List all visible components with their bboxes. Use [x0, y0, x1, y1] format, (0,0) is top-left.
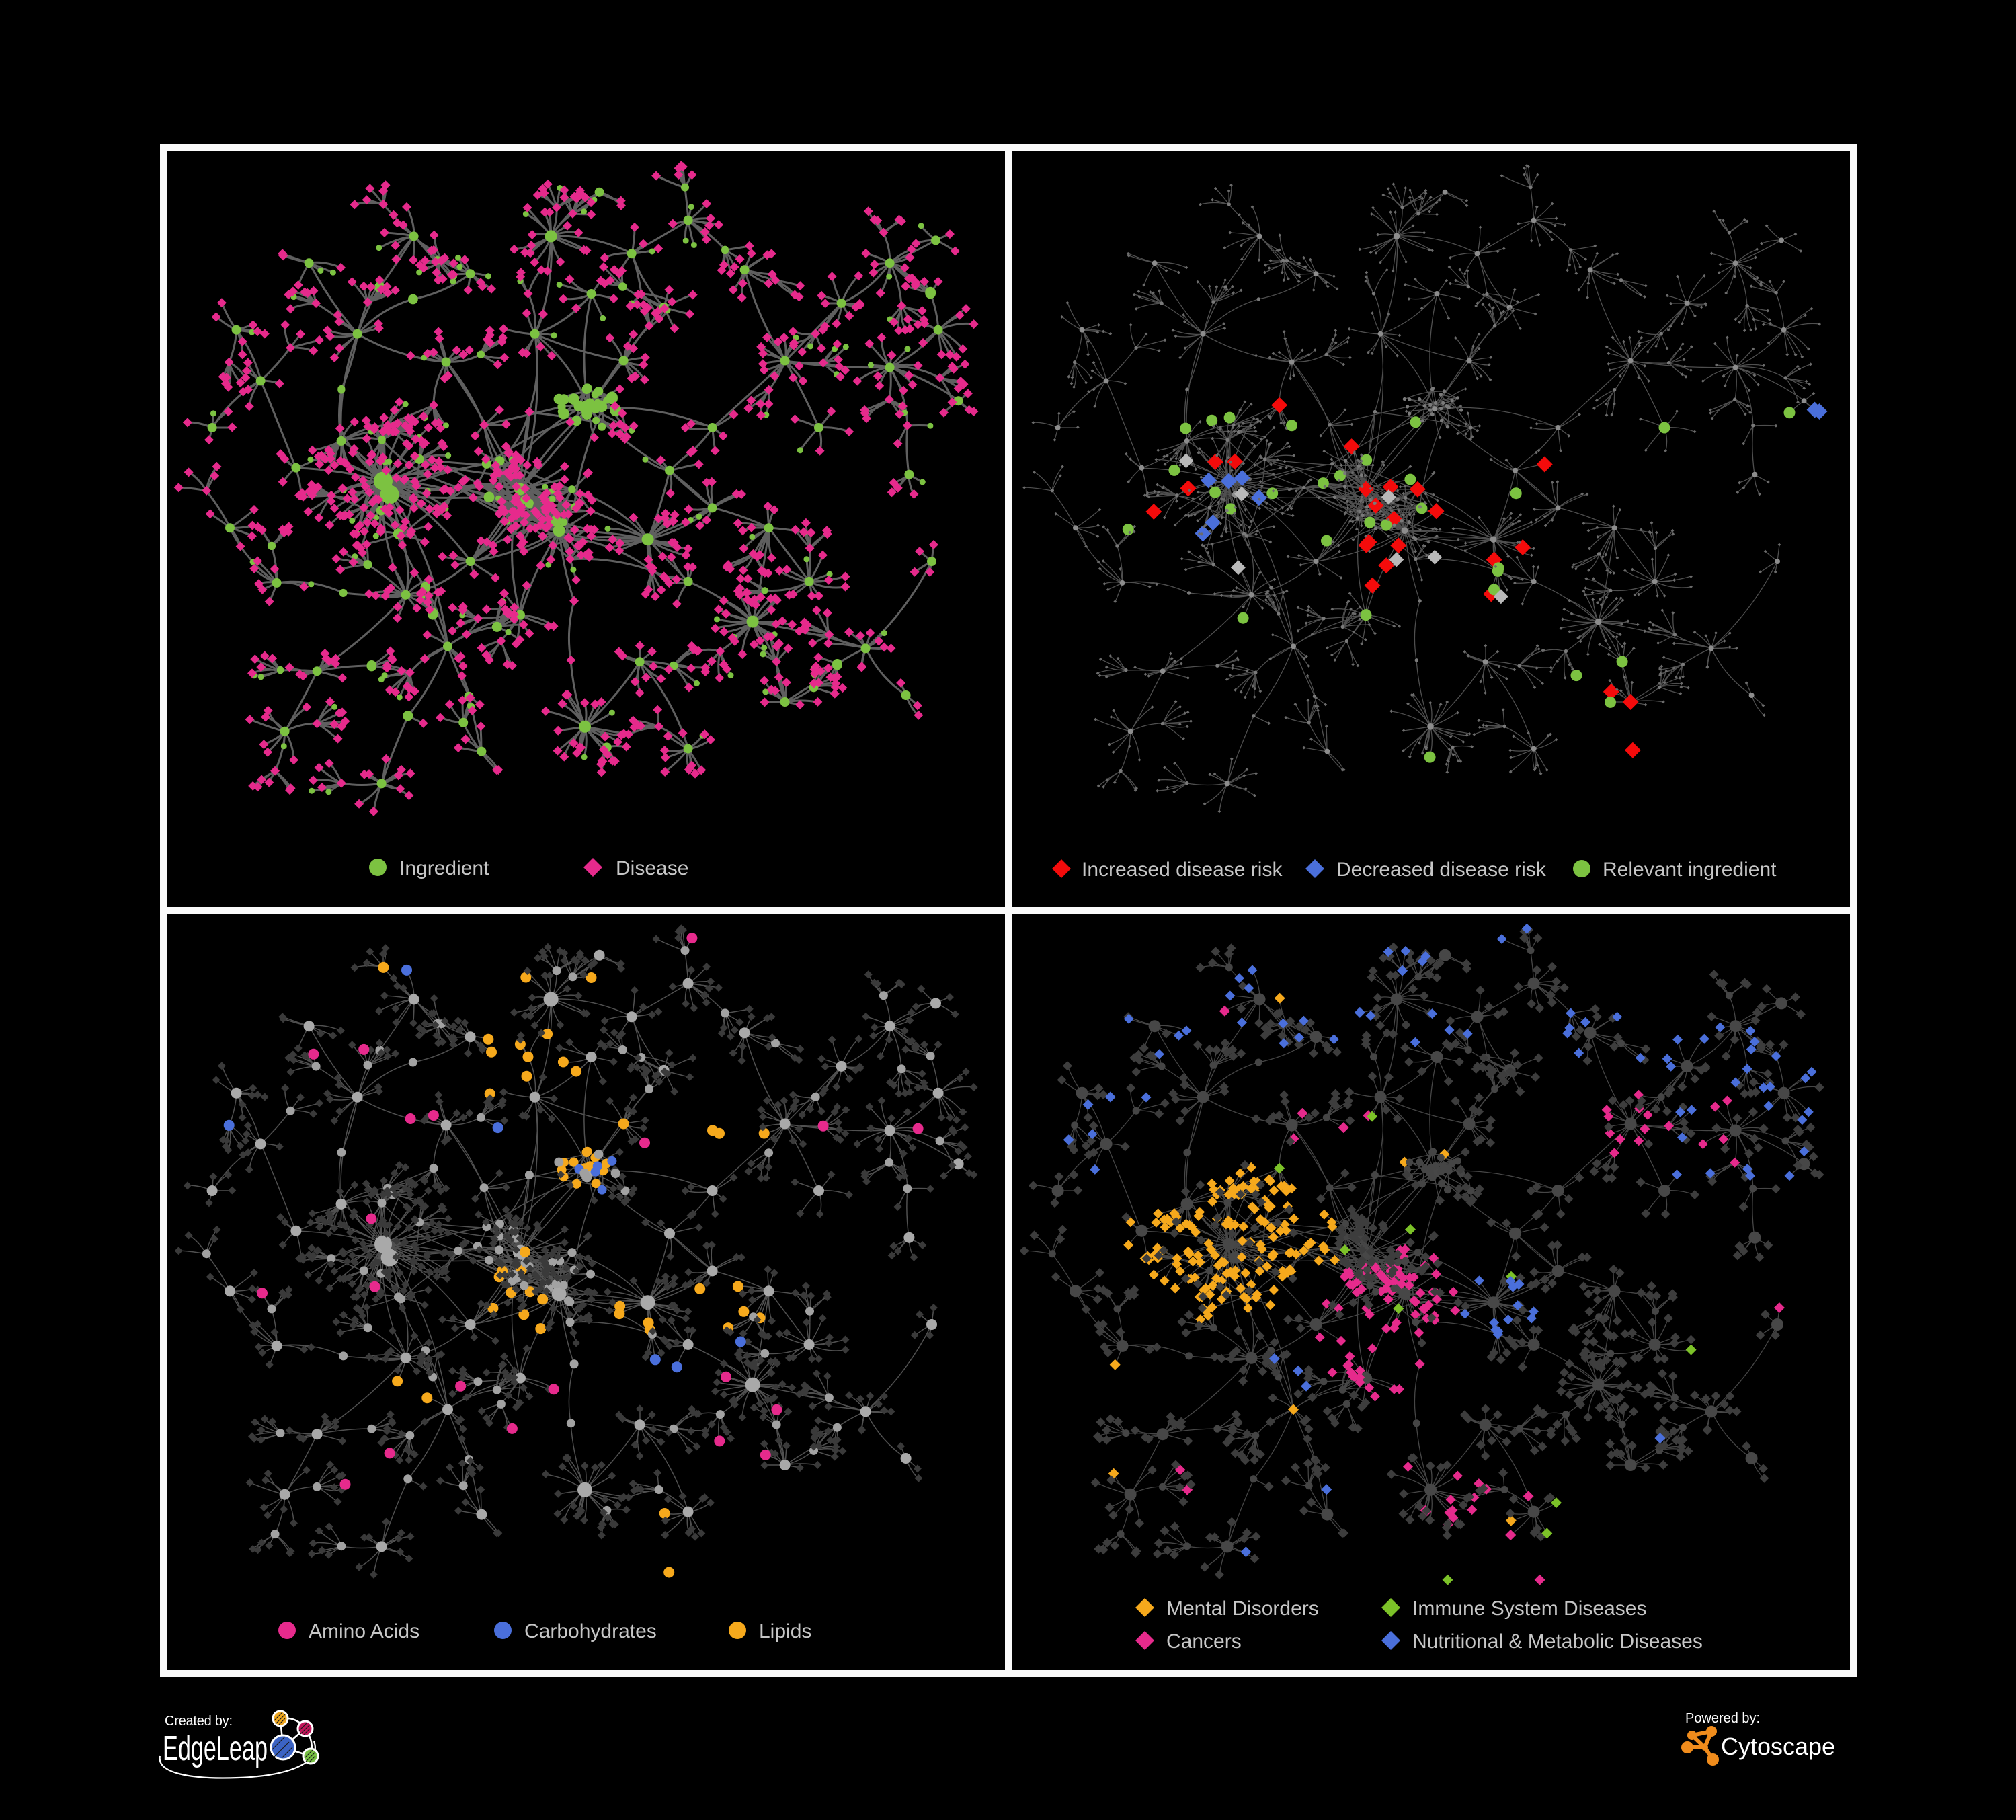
svg-text:EdgeLeap: EdgeLeap — [163, 1729, 268, 1768]
svg-text:Lipids: Lipids — [759, 1620, 811, 1643]
svg-text:Cytoscape: Cytoscape — [1721, 1733, 1835, 1760]
svg-text:Disease: Disease — [616, 857, 688, 879]
svg-text:Created by:: Created by: — [165, 1714, 233, 1729]
svg-text:Powered by:: Powered by: — [1685, 1711, 1760, 1726]
svg-text:Decreased disease risk: Decreased disease risk — [1336, 859, 1547, 881]
svg-text:Relevant ingredient: Relevant ingredient — [1603, 859, 1777, 881]
svg-text:Nutritional & Metabolic Diseas: Nutritional & Metabolic Diseases — [1412, 1630, 1703, 1653]
svg-text:Amino Acids: Amino Acids — [309, 1620, 419, 1643]
svg-text:Carbohydrates: Carbohydrates — [524, 1620, 657, 1643]
svg-text:Immune System Diseases: Immune System Diseases — [1412, 1597, 1646, 1620]
svg-text:Mental Disorders: Mental Disorders — [1166, 1597, 1319, 1620]
svg-text:Cancers: Cancers — [1166, 1630, 1242, 1653]
svg-text:Ingredient: Ingredient — [399, 857, 489, 879]
svg-text:Increased disease risk: Increased disease risk — [1082, 859, 1283, 881]
